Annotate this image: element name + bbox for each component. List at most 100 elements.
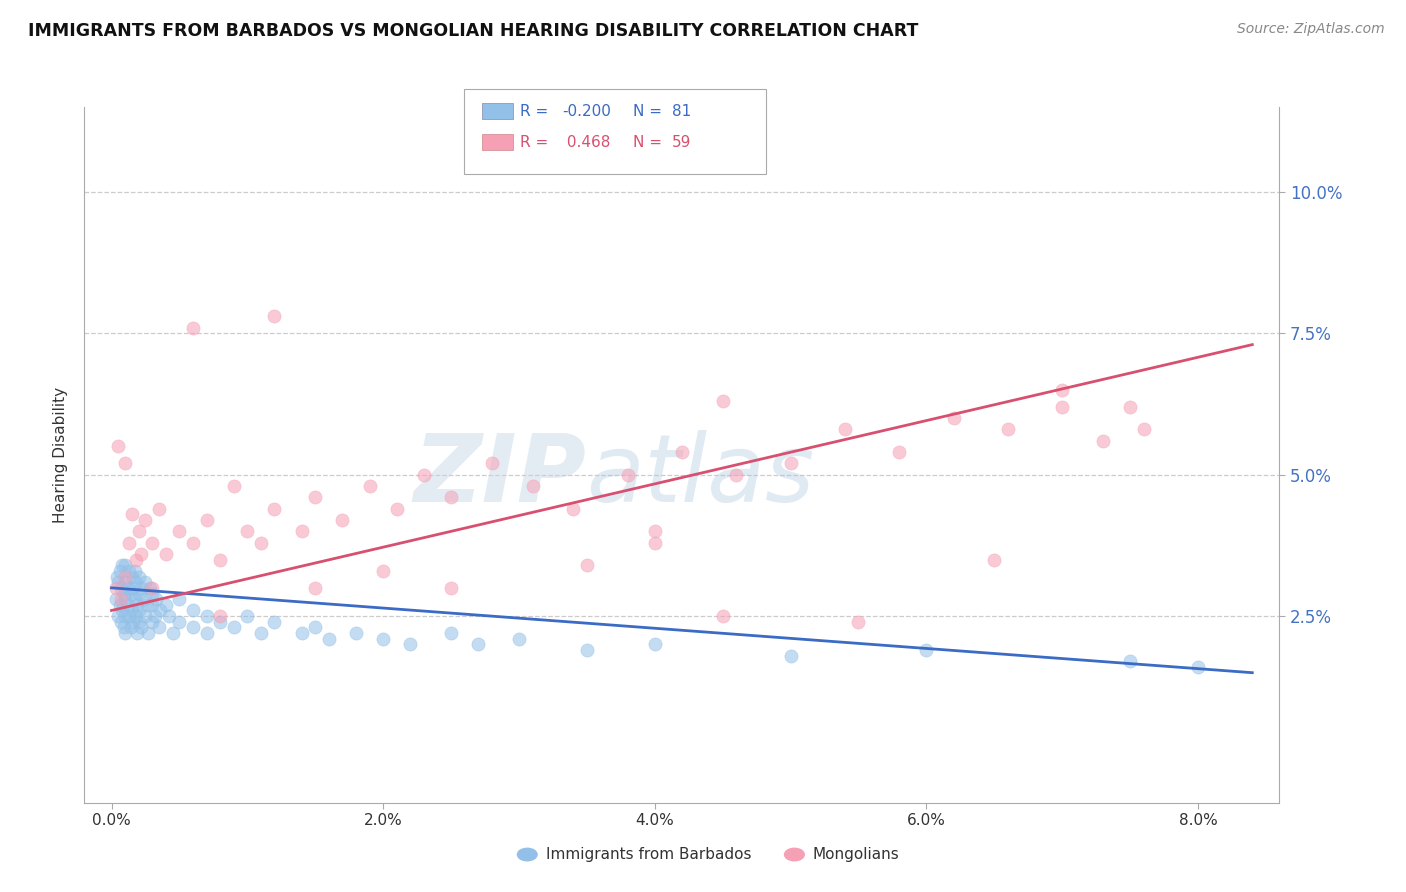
Point [889, 445, 911, 459]
Point [118, 609, 141, 624]
Point [983, 552, 1005, 566]
Point [114, 609, 136, 624]
Point [195, 626, 218, 640]
Point [209, 609, 232, 624]
Point [125, 552, 148, 566]
Point [134, 575, 156, 590]
Text: IMMIGRANTS FROM BARBADOS VS MONGOLIAN HEARING DISABILITY CORRELATION CHART: IMMIGRANTS FROM BARBADOS VS MONGOLIAN HE… [28, 22, 918, 40]
Text: ZIP: ZIP [413, 430, 586, 522]
Text: Immigrants from Barbados: Immigrants from Barbados [546, 847, 751, 862]
Point [114, 558, 136, 573]
Point [671, 445, 693, 459]
Point [141, 598, 163, 612]
Point [236, 609, 259, 624]
Point [128, 615, 150, 629]
Point [1119, 654, 1142, 668]
Point [195, 609, 218, 624]
Point [209, 552, 232, 566]
Point [145, 592, 167, 607]
Point [105, 569, 128, 583]
Point [128, 586, 150, 600]
Point [112, 586, 135, 600]
Point [263, 310, 285, 324]
Point [467, 637, 489, 651]
Point [127, 626, 149, 640]
Point [1132, 422, 1154, 436]
Point [114, 457, 136, 471]
Point [125, 575, 148, 590]
Point [141, 535, 163, 549]
Point [110, 592, 132, 607]
Point [110, 581, 132, 595]
Point [440, 491, 463, 505]
Point [412, 467, 434, 482]
Point [725, 467, 748, 482]
Point [440, 581, 463, 595]
Point [112, 620, 135, 634]
Point [344, 626, 367, 640]
Point [222, 479, 245, 493]
Text: 0.468: 0.468 [562, 136, 610, 150]
Point [114, 569, 136, 583]
Point [169, 524, 191, 539]
Point [107, 439, 129, 453]
Point [385, 501, 408, 516]
Point [359, 479, 381, 493]
Point [120, 586, 142, 600]
Point [1187, 660, 1209, 674]
Point [332, 513, 354, 527]
Point [128, 569, 150, 583]
Point [644, 535, 666, 549]
Point [644, 524, 666, 539]
Point [711, 394, 734, 409]
Point [121, 603, 143, 617]
Point [131, 547, 153, 561]
Point [371, 632, 394, 646]
Point [779, 457, 801, 471]
Point [1050, 383, 1073, 397]
Point [118, 564, 141, 578]
Point [114, 626, 136, 640]
Point [250, 535, 273, 549]
Point [371, 564, 394, 578]
Y-axis label: Hearing Disability: Hearing Disability [53, 387, 69, 523]
Point [132, 592, 156, 607]
Text: -0.200: -0.200 [562, 104, 612, 119]
Point [108, 564, 131, 578]
Point [942, 411, 965, 425]
Point [127, 598, 149, 612]
Point [181, 535, 204, 549]
Point [997, 422, 1019, 436]
Point [124, 564, 146, 578]
Point [104, 592, 127, 607]
Point [304, 581, 326, 595]
Point [250, 626, 273, 640]
Point [181, 603, 204, 617]
Point [128, 603, 150, 617]
Point [195, 513, 218, 527]
Point [135, 598, 157, 612]
Point [644, 637, 666, 651]
Point [236, 524, 259, 539]
Point [575, 558, 598, 573]
Point [120, 620, 142, 634]
Point [155, 598, 177, 612]
Text: 81: 81 [672, 104, 692, 119]
Point [616, 467, 638, 482]
Point [169, 615, 191, 629]
Point [481, 457, 503, 471]
Point [149, 603, 172, 617]
Point [304, 620, 326, 634]
Point [181, 620, 204, 634]
Point [122, 615, 145, 629]
Point [508, 632, 530, 646]
Point [108, 598, 131, 612]
Point [711, 609, 734, 624]
Text: 59: 59 [672, 136, 692, 150]
Point [138, 581, 160, 595]
Point [1091, 434, 1114, 448]
Text: N =: N = [633, 136, 662, 150]
Point [291, 524, 314, 539]
Point [263, 501, 285, 516]
Point [181, 320, 204, 334]
